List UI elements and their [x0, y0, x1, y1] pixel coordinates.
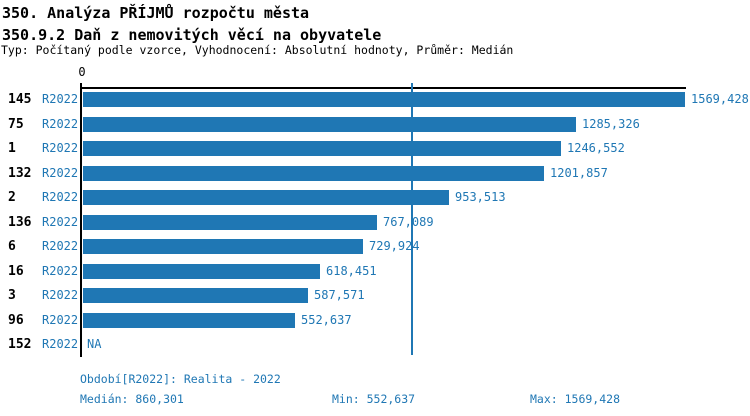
value-label: 953,513 — [455, 190, 506, 204]
bar-row: 16 R2022 618,451 — [0, 263, 750, 279]
page-title: 350. Analýza PŘÍJMŮ rozpočtu města — [2, 4, 310, 22]
series-label: R2022 — [42, 214, 79, 229]
bar — [83, 141, 561, 156]
bar — [83, 165, 544, 181]
rank-label: 16 — [8, 263, 24, 279]
series-label: R2022 — [42, 165, 79, 180]
rank-label: 96 — [8, 312, 24, 328]
bar — [83, 214, 377, 230]
bar-row: 6 R2022 729,924 — [0, 239, 750, 254]
bar — [83, 288, 308, 303]
bar-row: 136 R2022 767,089 — [0, 214, 750, 230]
chart-subtitle: 350.9.2 Daň z nemovitých věcí na obyvate… — [2, 26, 382, 44]
value-label: 1285,326 — [582, 116, 640, 131]
bar-row: 75 R2022 1285,326 — [0, 116, 750, 132]
bar — [83, 92, 685, 107]
series-label: R2022 — [42, 141, 79, 155]
x-axis-top-line — [80, 87, 686, 89]
bar-row: 96 R2022 552,637 — [0, 312, 750, 328]
rank-label: 6 — [8, 239, 16, 254]
bar-row: 3 R2022 587,571 — [0, 288, 750, 303]
series-label: R2022 — [42, 190, 79, 204]
y-axis-line — [80, 83, 82, 357]
rank-label: 145 — [8, 92, 32, 107]
series-label: R2022 — [42, 312, 79, 327]
value-label: NA — [87, 337, 102, 351]
value-label: 552,637 — [301, 312, 352, 327]
value-label: 1201,857 — [550, 165, 608, 180]
bar-row: 132 R2022 1201,857 — [0, 165, 750, 181]
bar — [83, 263, 320, 279]
series-label: R2022 — [42, 337, 79, 351]
value-label: 767,089 — [383, 214, 434, 229]
rank-label: 136 — [8, 214, 32, 230]
series-label: R2022 — [42, 263, 79, 278]
rank-label: 152 — [8, 337, 32, 352]
bar-row: 2 R2022 953,513 — [0, 190, 750, 205]
value-label: 1569,428 — [691, 92, 749, 106]
value-label: 618,451 — [326, 263, 377, 278]
bar-row: 152 R2022 NA — [0, 337, 750, 352]
series-label: R2022 — [42, 239, 79, 253]
median-line — [411, 83, 413, 355]
bar-row: 145 R2022 1569,428 — [0, 92, 750, 107]
rank-label: 3 — [8, 288, 16, 303]
rank-label: 1 — [8, 141, 16, 156]
bar — [83, 312, 295, 328]
series-label: R2022 — [42, 92, 79, 106]
bar — [83, 190, 449, 205]
value-label: 1246,552 — [567, 141, 625, 155]
chart-meta-line: Typ: Počítaný podle vzorce, Vyhodnocení:… — [1, 43, 514, 57]
min-stat: Min: 552,637 — [332, 392, 416, 406]
period-legend: Období[R2022]: Realita - 2022 — [80, 372, 281, 386]
max-stat: Max: 1569,428 — [530, 392, 621, 406]
series-label: R2022 — [42, 116, 79, 131]
bar-row: 1 R2022 1246,552 — [0, 141, 750, 156]
bar — [83, 116, 576, 132]
series-label: R2022 — [42, 288, 79, 302]
bar — [83, 239, 363, 254]
rank-label: 2 — [8, 190, 16, 205]
x-axis-zero-tick-label: 0 — [78, 65, 86, 79]
value-label: 729,924 — [369, 239, 420, 253]
median-stat: Medián: 860,301 — [80, 392, 184, 406]
rank-label: 132 — [8, 165, 32, 181]
value-label: 587,571 — [314, 288, 365, 302]
rank-label: 75 — [8, 116, 24, 132]
